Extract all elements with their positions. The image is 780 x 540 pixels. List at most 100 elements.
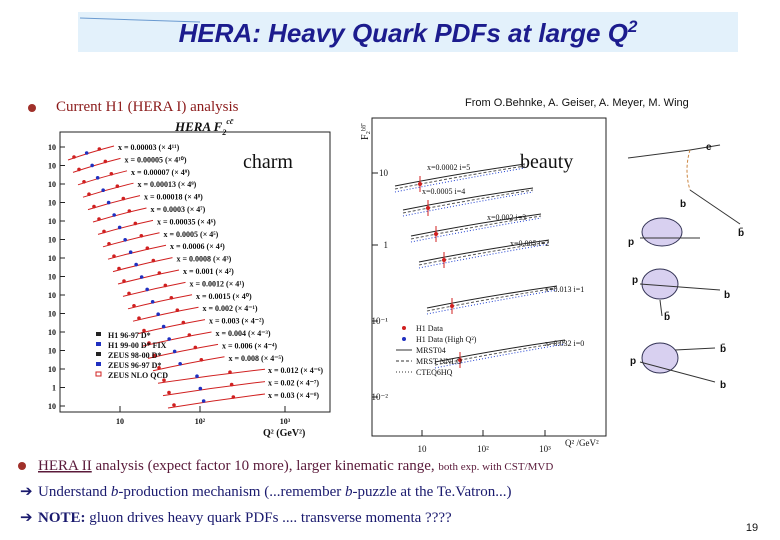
theory-curve <box>426 287 558 312</box>
beauty-plot: beauty F₂ᵇᵇ̄ Q² /GeV² 10 1 10⁻¹ 10⁻² 10 10² 10… <box>360 117 607 454</box>
bin-label: x = 0.0006 (× 4⁴) <box>170 242 225 251</box>
x-tick-label: 10³ <box>280 417 291 426</box>
marker <box>150 300 155 304</box>
quark-line <box>674 347 716 351</box>
theory-curve <box>410 217 542 243</box>
theory-curve <box>82 182 134 198</box>
legend-marker <box>402 337 406 341</box>
slide-title: HERA: Heavy Quark PDFs at large Q2 <box>179 17 638 48</box>
marker <box>92 204 96 209</box>
blob <box>641 268 679 300</box>
diagram-label: e <box>706 142 712 153</box>
theory-curve <box>426 285 558 309</box>
quark-line <box>659 299 663 317</box>
bin-label: x=0.0002 i=5 <box>427 163 470 172</box>
legend-label: CTEQ6HQ <box>416 368 453 377</box>
marker <box>109 172 114 176</box>
bin-label: x = 0.00005 (× 4¹⁰) <box>125 155 187 164</box>
bin-label: x = 0.004 (× 4⁻³) <box>216 329 271 338</box>
marker <box>95 176 100 180</box>
theory-curve <box>402 187 534 211</box>
theory-curve <box>418 241 550 266</box>
theory-curve <box>402 189 534 214</box>
marker <box>167 390 171 395</box>
legend-marker <box>402 326 406 330</box>
y-tick-label: 10 <box>48 347 56 356</box>
bullet-segment: -puzzle at the Te.Vatron...) <box>353 484 512 500</box>
x-tick-label: 10 <box>116 417 124 426</box>
bin-label: x = 0.001 (× 4²) <box>183 267 234 276</box>
marker <box>127 291 131 296</box>
diagram-label: p <box>628 237 634 248</box>
charm-plot: HERA F2cc̄ charm Q² (GeV²) 10 10 10 10 10 10 1… <box>48 117 331 439</box>
x-tick-label: 10³ <box>539 444 551 454</box>
bin-label: x = 0.0008 (× 4³) <box>177 255 232 264</box>
arrow-bullet: ➔ <box>20 509 33 526</box>
theory-curve <box>77 170 128 186</box>
bin-label: x = 0.008 (× 4⁻⁵) <box>229 354 284 363</box>
marker <box>156 312 160 317</box>
bin-label: x=0.032 i=0 <box>545 339 584 348</box>
intro-text: Current H1 (HERA I) analysis <box>56 99 239 115</box>
y-axis-label: F₂ᵇᵇ̄ <box>360 123 371 140</box>
marker <box>145 246 150 250</box>
y-tick-label: 10 <box>48 180 56 189</box>
bullet-segment: both exp. with CST/MVD <box>438 461 553 473</box>
bin-label: x = 0.003 (× 4⁻²) <box>209 317 264 326</box>
bin-label: x = 0.00018 (× 4⁸) <box>144 193 203 202</box>
marker <box>134 262 138 267</box>
bullet-text: HERA II analysis (expect factor 10 more)… <box>38 458 553 474</box>
bullet-segment: analysis (expect factor 10 more), larger… <box>92 458 439 474</box>
x-tick-label: 10² <box>195 417 206 426</box>
marker <box>97 217 101 221</box>
quark-line <box>689 189 741 225</box>
photon-line <box>686 149 691 191</box>
marker <box>112 254 116 258</box>
marker <box>72 155 76 159</box>
legend-label: H1 99-00 D* FIX <box>108 341 167 350</box>
y-tick-label: 10⁻² <box>372 392 389 402</box>
bullet-segment: Understand <box>38 484 111 500</box>
bullet-segment: NOTE: <box>38 510 86 526</box>
marker <box>102 229 106 234</box>
bin-label: x = 0.0003 (× 4⁷) <box>151 205 206 214</box>
marker <box>228 370 232 375</box>
marker <box>132 304 136 308</box>
marker <box>97 147 102 151</box>
marker <box>157 366 161 370</box>
theory-curve <box>410 213 542 237</box>
theory-curve <box>410 215 542 240</box>
marker <box>133 221 138 226</box>
marker <box>181 320 186 325</box>
theory-curve <box>434 343 566 369</box>
diagram-label: p <box>630 356 636 367</box>
theory-curve <box>97 219 154 235</box>
bin-label: x = 0.0012 (× 4¹) <box>190 279 245 288</box>
marker <box>178 362 182 366</box>
y-tick-label: 10 <box>48 291 56 300</box>
theory-curve <box>157 368 266 384</box>
y-tick-label: 10 <box>48 162 56 171</box>
theory-curve <box>92 207 147 223</box>
marker <box>163 283 168 288</box>
legend-marker <box>95 371 102 377</box>
marker <box>198 386 203 391</box>
marker <box>147 341 151 345</box>
x-tick-label: 10 <box>418 444 428 454</box>
marker <box>82 180 86 184</box>
bin-label: x = 0.00003 (× 4¹¹) <box>118 143 180 152</box>
plot-frame <box>59 131 331 413</box>
theory-curve <box>87 195 141 211</box>
diagram-label: b <box>720 380 726 391</box>
theory-curve <box>426 289 558 315</box>
y-tick-label: 10 <box>48 199 56 208</box>
quark-line <box>639 283 721 291</box>
theory-curve <box>434 341 566 366</box>
theory-curve <box>394 163 526 187</box>
blob <box>641 217 683 247</box>
marker <box>127 209 132 213</box>
y-tick-label: 10⁻¹ <box>372 316 389 326</box>
marker <box>169 296 174 300</box>
title-text: HERA: Heavy Quark PDFs at large Q <box>179 18 628 48</box>
